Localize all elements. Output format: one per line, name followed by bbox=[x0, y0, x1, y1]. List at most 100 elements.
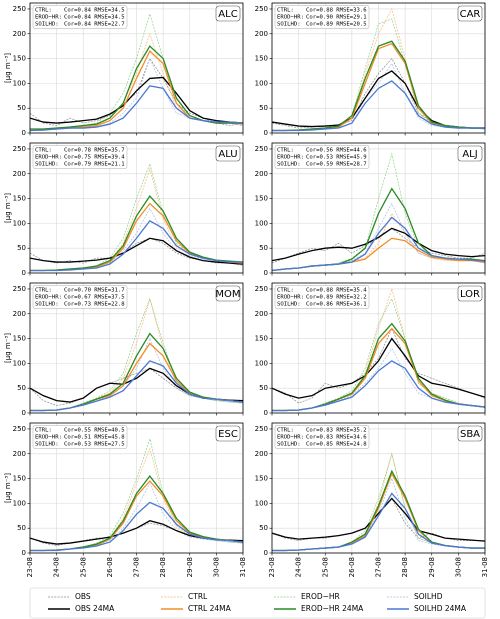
x-tick-label: 25-08 bbox=[79, 557, 87, 577]
stats-text: Cor=0.89 RMSE=20.5 bbox=[306, 22, 367, 28]
plot-frame bbox=[29, 142, 244, 274]
y-tick-label: 250 bbox=[255, 285, 268, 293]
y-tick-label: 200 bbox=[13, 30, 26, 38]
y-tick-label: 50 bbox=[259, 524, 268, 532]
y-tick-label: 250 bbox=[255, 5, 268, 13]
y-tick-label: 200 bbox=[255, 310, 268, 318]
x-tick-label: 30-08 bbox=[454, 557, 462, 577]
stats-label: EROD−HR: bbox=[35, 155, 62, 161]
y-tick-label: 250 bbox=[13, 5, 26, 13]
series-line bbox=[30, 195, 243, 272]
series-line bbox=[30, 501, 243, 552]
x-tick-label: 29-08 bbox=[428, 557, 436, 577]
y-tick-label: 0 bbox=[22, 549, 26, 557]
stats-text: Cor=0.83 RMSE=35.2 bbox=[306, 428, 367, 434]
y-tick-label: 50 bbox=[259, 104, 268, 112]
stats-label: EROD−HR: bbox=[35, 15, 62, 21]
y-tick-label: 0 bbox=[22, 409, 26, 417]
station-label: LOR bbox=[460, 289, 480, 300]
stats-text: Cor=0.59 RMSE=28.7 bbox=[306, 162, 367, 168]
stats-label: CTRL: bbox=[35, 8, 52, 14]
station-box bbox=[215, 425, 241, 442]
y-tick-label: 150 bbox=[255, 335, 268, 343]
y-tick-label: 100 bbox=[13, 79, 26, 87]
series-line bbox=[272, 80, 485, 132]
y-tick-label: 250 bbox=[255, 425, 268, 433]
y-tick-label: 200 bbox=[255, 170, 268, 178]
y-tick-label: 150 bbox=[13, 335, 26, 343]
stats-label: EROD−HR: bbox=[35, 435, 62, 441]
x-tick-label: 26-08 bbox=[348, 557, 356, 577]
stats-text: Cor=0.86 RMSE=36.1 bbox=[306, 302, 367, 308]
series-line bbox=[272, 492, 485, 552]
legend-label: OBS bbox=[75, 592, 91, 601]
stats-label: SOILHD: bbox=[35, 162, 59, 168]
panel: 0 50 100 150 200 250 CTRL: Cor=0.56 RMSE=44.6ER… bbox=[255, 142, 486, 277]
y-tick-label: 200 bbox=[255, 30, 268, 38]
series-line bbox=[30, 85, 243, 132]
plot-frame bbox=[29, 422, 244, 554]
station-box bbox=[457, 145, 483, 162]
station-label: SBA bbox=[460, 429, 480, 440]
y-tick-label: 100 bbox=[255, 219, 268, 227]
station-label: MOM bbox=[215, 289, 240, 300]
stats-label: SOILHD: bbox=[277, 442, 301, 448]
stats-label: SOILHD: bbox=[277, 22, 301, 28]
x-tick-label: 24-08 bbox=[295, 557, 303, 577]
y-tick-label: 0 bbox=[264, 129, 268, 137]
stats-label: SOILHD: bbox=[35, 442, 59, 448]
panel: 23-08 24-08 25-08 26-08 27-08 28-08 29-08 30-08… bbox=[255, 422, 489, 577]
stats-text: Cor=0.89 RMSE=32.2 bbox=[306, 295, 367, 301]
stats-label: EROD−HR: bbox=[277, 295, 304, 301]
stats-box bbox=[32, 285, 128, 309]
y-tick-label: 250 bbox=[255, 145, 268, 153]
stats-label: SOILHD: bbox=[277, 302, 301, 308]
y-tick-label: 50 bbox=[259, 244, 268, 252]
y-tick-label: 150 bbox=[255, 195, 268, 203]
y-tick-label: 150 bbox=[255, 55, 268, 63]
y-tick-label: 0 bbox=[264, 269, 268, 277]
legend-label: EROD−HR bbox=[301, 592, 340, 601]
y-tick-label: 150 bbox=[13, 195, 26, 203]
plot-frame bbox=[271, 142, 486, 274]
stats-label: CTRL: bbox=[35, 148, 52, 154]
stats-text: Cor=0.84 RMSE=22.7 bbox=[64, 22, 125, 28]
station-box bbox=[457, 285, 483, 302]
y-tick-label: 250 bbox=[13, 145, 26, 153]
x-tick-label: 23-08 bbox=[268, 557, 276, 577]
stats-text: Cor=0.88 RMSE=35.4 bbox=[306, 288, 367, 294]
stats-label: CTRL: bbox=[277, 288, 294, 294]
x-tick-label: 31-08 bbox=[239, 557, 247, 577]
x-tick-label: 28-08 bbox=[401, 557, 409, 577]
stats-box bbox=[274, 5, 370, 29]
stats-label: SOILHD: bbox=[35, 302, 59, 308]
y-tick-label: 100 bbox=[13, 499, 26, 507]
legend-label: EROD−HR 24MA bbox=[301, 604, 364, 613]
stats-text: Cor=0.78 RMSE=35.7 bbox=[64, 148, 125, 154]
stats-box bbox=[274, 145, 370, 169]
y-tick-label: 0 bbox=[22, 269, 26, 277]
stats-text: Cor=0.75 RMSE=39.4 bbox=[64, 155, 125, 161]
stats-label: EROD−HR: bbox=[35, 295, 62, 301]
series-line bbox=[272, 40, 485, 132]
x-tick-label: 31-08 bbox=[481, 557, 489, 577]
panel: 0 50 100 150 200 250 [µg m⁻³] CTRL: Cor=0.84 RMS… bbox=[4, 2, 244, 137]
y-axis-label: [µg m⁻³] bbox=[4, 333, 12, 363]
stats-text: Cor=0.79 RMSE=21.1 bbox=[64, 162, 125, 168]
series-line bbox=[272, 337, 485, 399]
panel: 0 50 100 150 200 250 CTRL: Cor=0.88 RMSE=35.4ER… bbox=[255, 282, 486, 417]
series-line bbox=[272, 227, 485, 264]
stats-text: Cor=0.90 RMSE=29.1 bbox=[306, 15, 367, 21]
stats-box bbox=[32, 5, 128, 29]
stats-text: Cor=0.83 RMSE=34.6 bbox=[306, 435, 367, 441]
plot-frame bbox=[271, 282, 486, 414]
plot-frame bbox=[271, 2, 486, 134]
panel: 0 50 100 150 200 250 [µg m⁻³] CTRL: Cor=0.70 RMS… bbox=[4, 282, 244, 417]
y-tick-label: 50 bbox=[17, 104, 26, 112]
y-tick-label: 100 bbox=[13, 219, 26, 227]
y-tick-label: 100 bbox=[255, 79, 268, 87]
stats-label: EROD−HR: bbox=[277, 155, 304, 161]
stats-text: Cor=0.73 RMSE=22.8 bbox=[64, 302, 125, 308]
stats-text: Cor=0.70 RMSE=31.7 bbox=[64, 288, 125, 294]
y-tick-label: 100 bbox=[255, 359, 268, 367]
